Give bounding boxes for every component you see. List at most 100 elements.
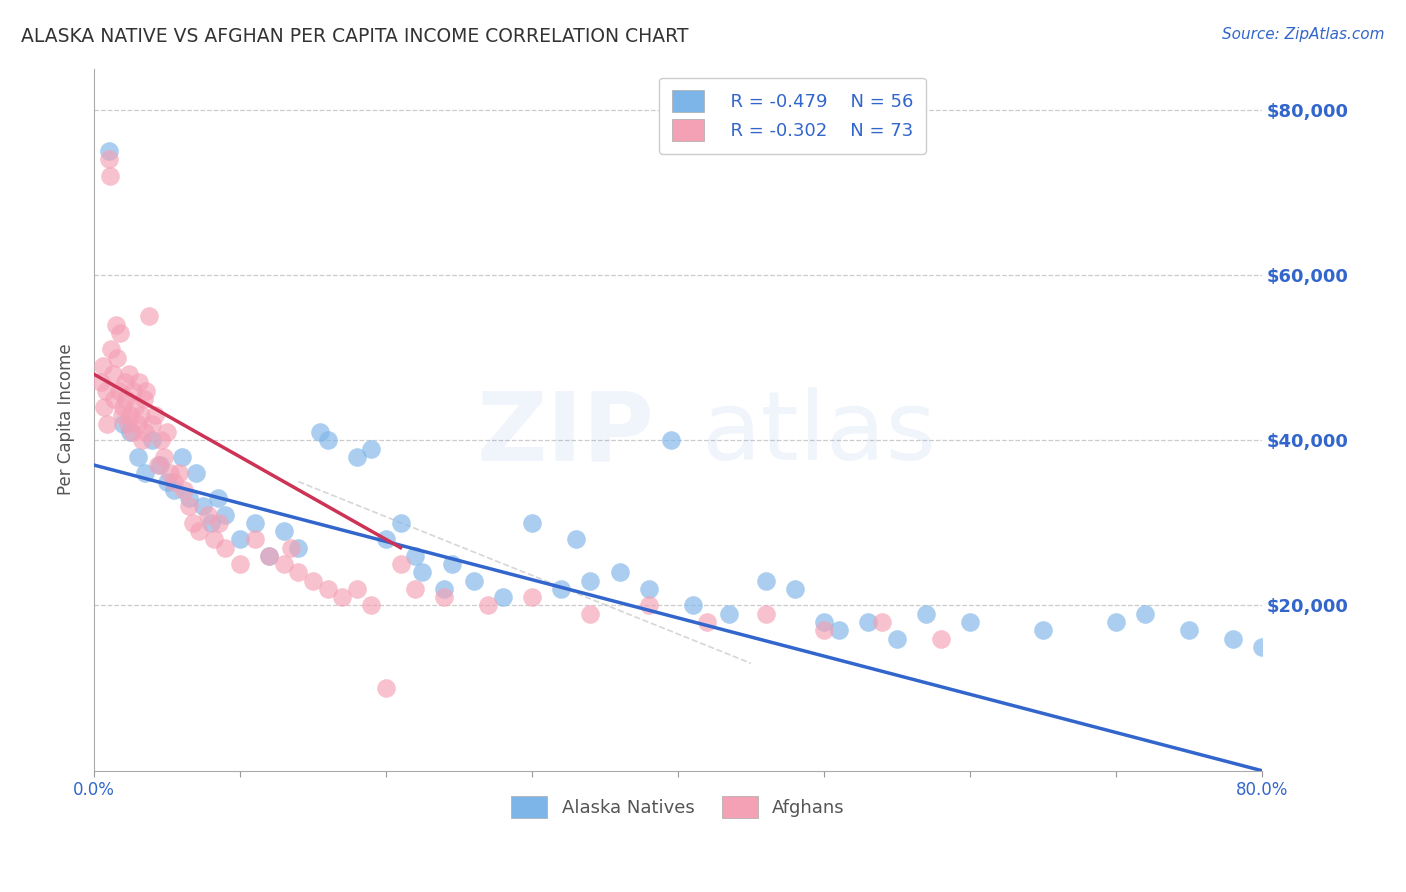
Point: [273, 524, 295, 538]
Point: [141, 417, 163, 431]
Point: [96, 417, 118, 431]
Text: ALASKA NATIVE VS AFGHAN PER CAPITA INCOME CORRELATION CHART: ALASKA NATIVE VS AFGHAN PER CAPITA INCOM…: [21, 27, 689, 45]
Point: [959, 615, 981, 629]
Point: [257, 549, 280, 563]
Point: [93, 401, 115, 415]
Point: [520, 591, 543, 605]
Point: [754, 574, 776, 588]
Point: [280, 541, 302, 555]
Point: [433, 591, 456, 605]
Point: [360, 442, 382, 456]
Point: [91, 359, 114, 373]
Point: [520, 516, 543, 530]
Point: [389, 557, 412, 571]
Point: [229, 533, 252, 547]
Point: [177, 491, 200, 505]
Point: [127, 417, 149, 431]
Point: [115, 392, 138, 406]
Point: [111, 409, 134, 423]
Point: [207, 491, 229, 505]
Point: [124, 401, 146, 415]
Point: [135, 384, 157, 398]
Point: [374, 533, 396, 547]
Point: [184, 467, 207, 481]
Point: [114, 376, 136, 390]
Point: [208, 516, 231, 530]
Point: [127, 450, 149, 464]
Point: [118, 367, 141, 381]
Point: [108, 326, 131, 340]
Point: [156, 425, 179, 439]
Point: [827, 624, 849, 638]
Point: [132, 392, 155, 406]
Point: [411, 566, 433, 580]
Point: [1251, 640, 1274, 654]
Point: [200, 516, 222, 530]
Point: [121, 425, 143, 439]
Text: ZIP: ZIP: [477, 387, 655, 480]
Point: [492, 591, 515, 605]
Point: [477, 599, 499, 613]
Point: [107, 384, 129, 398]
Point: [138, 310, 160, 324]
Point: [463, 574, 485, 588]
Point: [112, 417, 135, 431]
Point: [360, 599, 382, 613]
Point: [163, 475, 186, 489]
Point: [134, 425, 156, 439]
Point: [101, 367, 124, 381]
Point: [149, 458, 172, 472]
Point: [1133, 607, 1156, 621]
Point: [872, 615, 894, 629]
Point: [129, 409, 152, 423]
Point: [153, 450, 176, 464]
Point: [243, 516, 266, 530]
Point: [273, 557, 295, 571]
Point: [754, 607, 776, 621]
Y-axis label: Per Capita Income: Per Capita Income: [58, 343, 75, 495]
Point: [346, 582, 368, 596]
Point: [389, 516, 412, 530]
Point: [214, 541, 236, 555]
Point: [188, 524, 211, 538]
Point: [229, 557, 252, 571]
Point: [197, 508, 219, 522]
Point: [929, 632, 952, 646]
Text: Source: ZipAtlas.com: Source: ZipAtlas.com: [1222, 27, 1385, 42]
Point: [609, 566, 631, 580]
Point: [287, 541, 309, 555]
Point: [346, 450, 368, 464]
Point: [193, 500, 215, 514]
Point: [783, 582, 806, 596]
Point: [167, 467, 190, 481]
Point: [150, 434, 173, 448]
Point: [1032, 624, 1054, 638]
Point: [173, 483, 195, 497]
Point: [105, 351, 128, 365]
Point: [1178, 624, 1201, 638]
Point: [128, 376, 150, 390]
Point: [856, 615, 879, 629]
Point: [564, 533, 586, 547]
Text: atlas: atlas: [702, 387, 936, 480]
Point: [257, 549, 280, 563]
Point: [117, 417, 139, 431]
Point: [177, 500, 200, 514]
Point: [579, 574, 602, 588]
Point: [915, 607, 938, 621]
Point: [374, 681, 396, 695]
Point: [243, 533, 266, 547]
Point: [696, 615, 718, 629]
Point: [159, 467, 181, 481]
Point: [97, 153, 120, 167]
Point: [214, 508, 236, 522]
Point: [287, 566, 309, 580]
Point: [100, 343, 122, 357]
Point: [316, 434, 339, 448]
Legend: Alaska Natives, Afghans: Alaska Natives, Afghans: [503, 789, 852, 825]
Point: [404, 582, 426, 596]
Point: [112, 401, 135, 415]
Point: [682, 599, 704, 613]
Point: [579, 607, 602, 621]
Point: [550, 582, 572, 596]
